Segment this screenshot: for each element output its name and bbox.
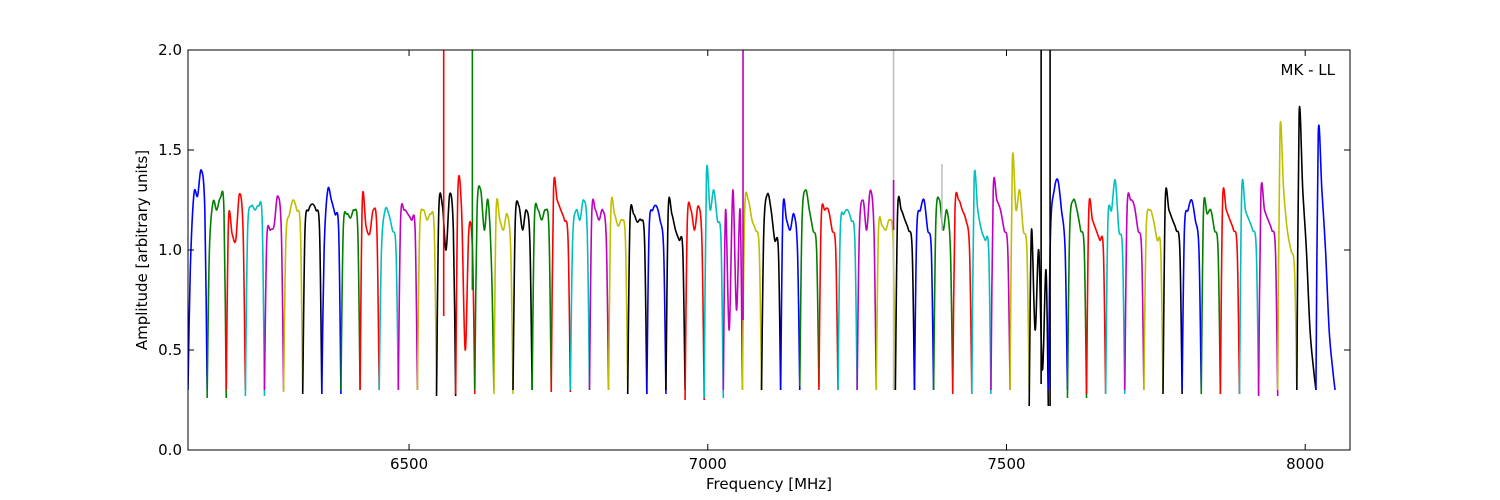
y-tick-label: 1.5	[158, 141, 182, 159]
series-line-58	[1276, 120, 1298, 391]
series-line-20	[550, 176, 572, 393]
series-line-33	[798, 189, 820, 387]
series-line-35	[837, 208, 858, 391]
series-line-54	[1200, 196, 1222, 395]
series-line-32	[779, 198, 801, 391]
series-line-19	[531, 202, 553, 391]
series-line-9	[340, 208, 361, 391]
series-line-30	[741, 191, 763, 391]
series-line-22	[588, 198, 610, 391]
series-line-24	[626, 204, 648, 395]
series-line-34	[818, 203, 839, 391]
y-tick-label: 0.0	[158, 441, 182, 459]
series-line-53	[1181, 198, 1203, 391]
plot-annotation: MK - LL	[1281, 61, 1336, 79]
y-axis: 0.0 0.5 1.0 1.5 2.0	[158, 41, 1350, 459]
series-line-3	[225, 192, 247, 391]
series-line-28	[703, 164, 725, 399]
x-tick-label: 8000	[1286, 455, 1324, 473]
spike-layer	[442, 50, 1051, 406]
series-line-52	[1162, 187, 1183, 395]
series-line-42	[971, 169, 992, 395]
series-line-50	[1123, 192, 1145, 391]
series-line-26	[665, 196, 686, 391]
series-line-1	[188, 169, 208, 391]
series-line-6	[282, 199, 304, 393]
x-tick-label: 6500	[390, 455, 428, 473]
series-line-57	[1257, 182, 1279, 397]
series-line-8	[321, 186, 342, 395]
series-line-51	[1143, 208, 1164, 391]
series-line-55	[1219, 187, 1241, 395]
series-line-23	[607, 196, 629, 391]
series-line-4	[244, 200, 266, 397]
series-line-17	[493, 198, 514, 395]
x-tick-label: 7000	[689, 455, 727, 473]
series-line-49	[1104, 179, 1126, 395]
series-line-38	[894, 195, 916, 391]
series-line-39	[913, 198, 935, 391]
x-axis: 6500 7000 7500 8000	[390, 50, 1324, 473]
y-axis-title: Amplitude [arbitrary units]	[133, 150, 151, 350]
y-tick-label: 0.5	[158, 341, 182, 359]
series-line-56	[1238, 179, 1260, 395]
series-line-2	[206, 190, 228, 399]
series-line-60	[1315, 124, 1336, 391]
series-line-31	[760, 192, 782, 391]
series-line-18	[512, 200, 533, 391]
x-axis-title: Frequency [MHz]	[706, 475, 832, 493]
series-line-12	[397, 203, 419, 391]
series-line-7	[301, 203, 323, 395]
series-line-10	[359, 190, 380, 391]
series-line-44	[1009, 152, 1030, 391]
series-line-14	[435, 192, 457, 397]
x-tick-label: 7500	[987, 455, 1025, 473]
series-line-27	[684, 201, 705, 401]
series-line-11	[378, 206, 400, 391]
y-tick-label: 1.0	[158, 241, 182, 259]
series-line-29	[722, 189, 744, 391]
series-layer	[188, 105, 1336, 407]
series-line-59	[1296, 105, 1317, 391]
series-line-25	[646, 204, 667, 395]
series-line-45	[1028, 228, 1050, 407]
series-line-36	[856, 189, 878, 391]
series-line-48	[1085, 198, 1107, 395]
series-line-43	[990, 176, 1011, 391]
series-line-16	[473, 185, 495, 391]
series-line-41	[951, 191, 973, 395]
y-tick-label: 2.0	[158, 41, 182, 59]
series-line-21	[569, 199, 591, 391]
series-line-5	[263, 195, 285, 391]
series-line-47	[1066, 198, 1088, 399]
series-line-13	[416, 208, 438, 391]
series-line-40	[932, 196, 954, 391]
